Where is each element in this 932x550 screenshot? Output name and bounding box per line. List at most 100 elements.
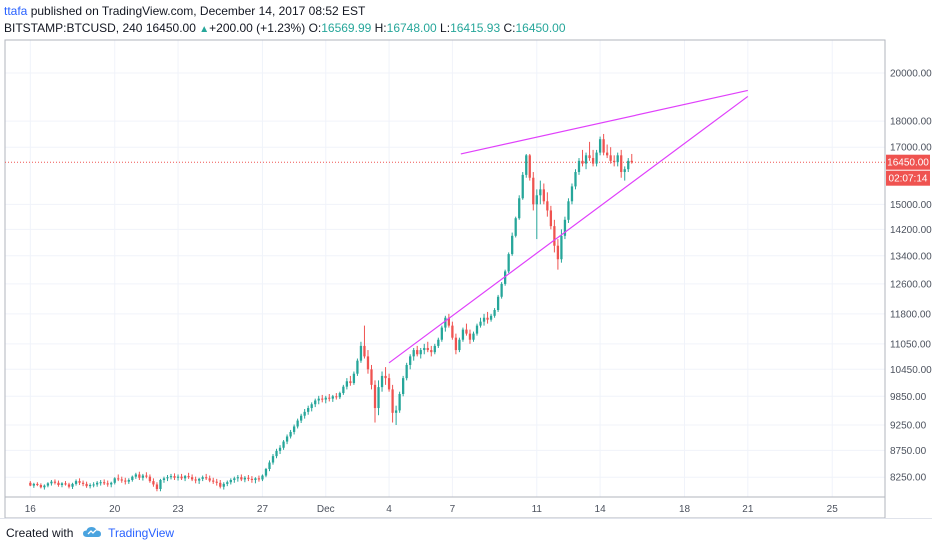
candle-body [110, 482, 113, 485]
y-tick-label: 14200.00 [890, 225, 932, 236]
last-price: 16450.00 [145, 21, 196, 35]
candle-body [303, 411, 306, 416]
footer-divider [0, 518, 932, 519]
candle-body [542, 189, 545, 202]
candle-body [377, 387, 380, 409]
candle-body [609, 155, 612, 161]
candle-body [148, 476, 152, 482]
candle-body [588, 155, 591, 159]
time-axis[interactable]: 16 20 23 27 Dec 4 7 11 14 18 21 25 [5, 496, 885, 515]
candle-body [461, 329, 465, 340]
candle-body [342, 386, 345, 394]
open-label: O: [308, 21, 322, 35]
price-tag-value: 16450.00 [887, 158, 929, 169]
candle-body [507, 254, 510, 272]
symbol-label: BITSTAMP:BTCUSD, 240 [4, 21, 143, 35]
candle-body [602, 139, 605, 153]
candle-body [152, 481, 155, 485]
publish-line: ttafa published on TradingView.com, Dece… [4, 4, 365, 18]
candle-body [289, 431, 292, 437]
candle-body [215, 481, 218, 483]
candle-body [412, 350, 415, 357]
candle-body [198, 478, 201, 481]
created-with-text: Created with [6, 526, 74, 540]
candle-body [591, 158, 595, 164]
y-tick-label: 12600.00 [890, 279, 932, 290]
close-value: 16450.00 [515, 21, 566, 35]
candle-body [85, 483, 88, 487]
candle-body [426, 347, 429, 351]
candle-body [106, 483, 109, 485]
candle-body [370, 369, 373, 385]
candle-body [187, 476, 190, 478]
candle-body [454, 337, 458, 351]
candle-body [363, 345, 366, 357]
candle-body [440, 327, 443, 340]
candle-body [176, 476, 180, 478]
y-tick-label: 15000.00 [890, 200, 932, 211]
candle-body [416, 350, 419, 355]
candle-body [616, 155, 619, 163]
candle-body [528, 155, 531, 178]
high-value: 16748.00 [386, 21, 437, 35]
price-chart[interactable]: 20000.00 18000.00 17000.00 15000.00 14200.00… [0, 0, 932, 520]
published-text: published on TradingView.com, December 1… [30, 4, 366, 18]
candle-body [296, 420, 299, 427]
candle-body [190, 477, 194, 480]
trendline-lower [388, 95, 749, 364]
x-tick-label: 11 [532, 504, 543, 515]
candle-body [212, 480, 215, 482]
candle-body [437, 339, 440, 346]
candle-body [233, 478, 236, 480]
author-link[interactable]: ttafa [4, 4, 28, 18]
candle-body [504, 271, 507, 284]
candle-body [243, 477, 247, 480]
candle-body [78, 481, 81, 483]
y-tick-label: 9250.00 [890, 420, 927, 431]
tradingview-brand-link[interactable]: TradingView [108, 526, 175, 540]
candle-body [229, 479, 232, 483]
countdown-box [886, 170, 930, 186]
candle-body [113, 478, 116, 483]
candle-body [285, 436, 289, 442]
candle-body [307, 408, 310, 412]
y-tick-label: 11800.00 [890, 309, 931, 320]
candle-body [338, 393, 341, 398]
candle-body [630, 160, 633, 163]
candle-body [444, 317, 447, 328]
candle-body [430, 350, 433, 353]
candle-body [465, 329, 468, 334]
up-arrow-icon: ▲ [199, 24, 210, 35]
candle-body [366, 356, 370, 370]
candle-body [155, 484, 159, 489]
candle-body [475, 325, 479, 334]
candle-body [92, 484, 95, 486]
candle-body [595, 152, 598, 164]
candle-body [514, 218, 517, 236]
candle-body [275, 450, 278, 457]
candle-body [556, 245, 560, 260]
x-tick-label: 14 [595, 504, 607, 515]
candle-body [620, 155, 623, 173]
y-tick-label: 8750.00 [890, 446, 927, 457]
y-tick-label: 9850.00 [890, 392, 927, 403]
high-label: H: [374, 21, 387, 35]
candle-body [57, 482, 60, 486]
candle-body [546, 201, 549, 211]
close-label: C: [503, 21, 516, 35]
candle-body [103, 482, 106, 484]
candle-body [331, 396, 334, 399]
candle-body [468, 333, 472, 340]
price-axis[interactable]: 20000.00 18000.00 17000.00 15000.00 14200.00… [890, 69, 932, 484]
candle-body [352, 373, 356, 384]
candle-body [254, 478, 257, 480]
candle-body [479, 321, 482, 326]
trendline-drawings[interactable] [388, 89, 749, 364]
trendline-upper [460, 89, 748, 155]
candle-body [324, 397, 327, 400]
candle-body [120, 479, 123, 481]
candle-body [180, 476, 183, 479]
candle-body [384, 375, 387, 379]
candle-body [67, 484, 71, 487]
price-tag-box [886, 154, 930, 170]
